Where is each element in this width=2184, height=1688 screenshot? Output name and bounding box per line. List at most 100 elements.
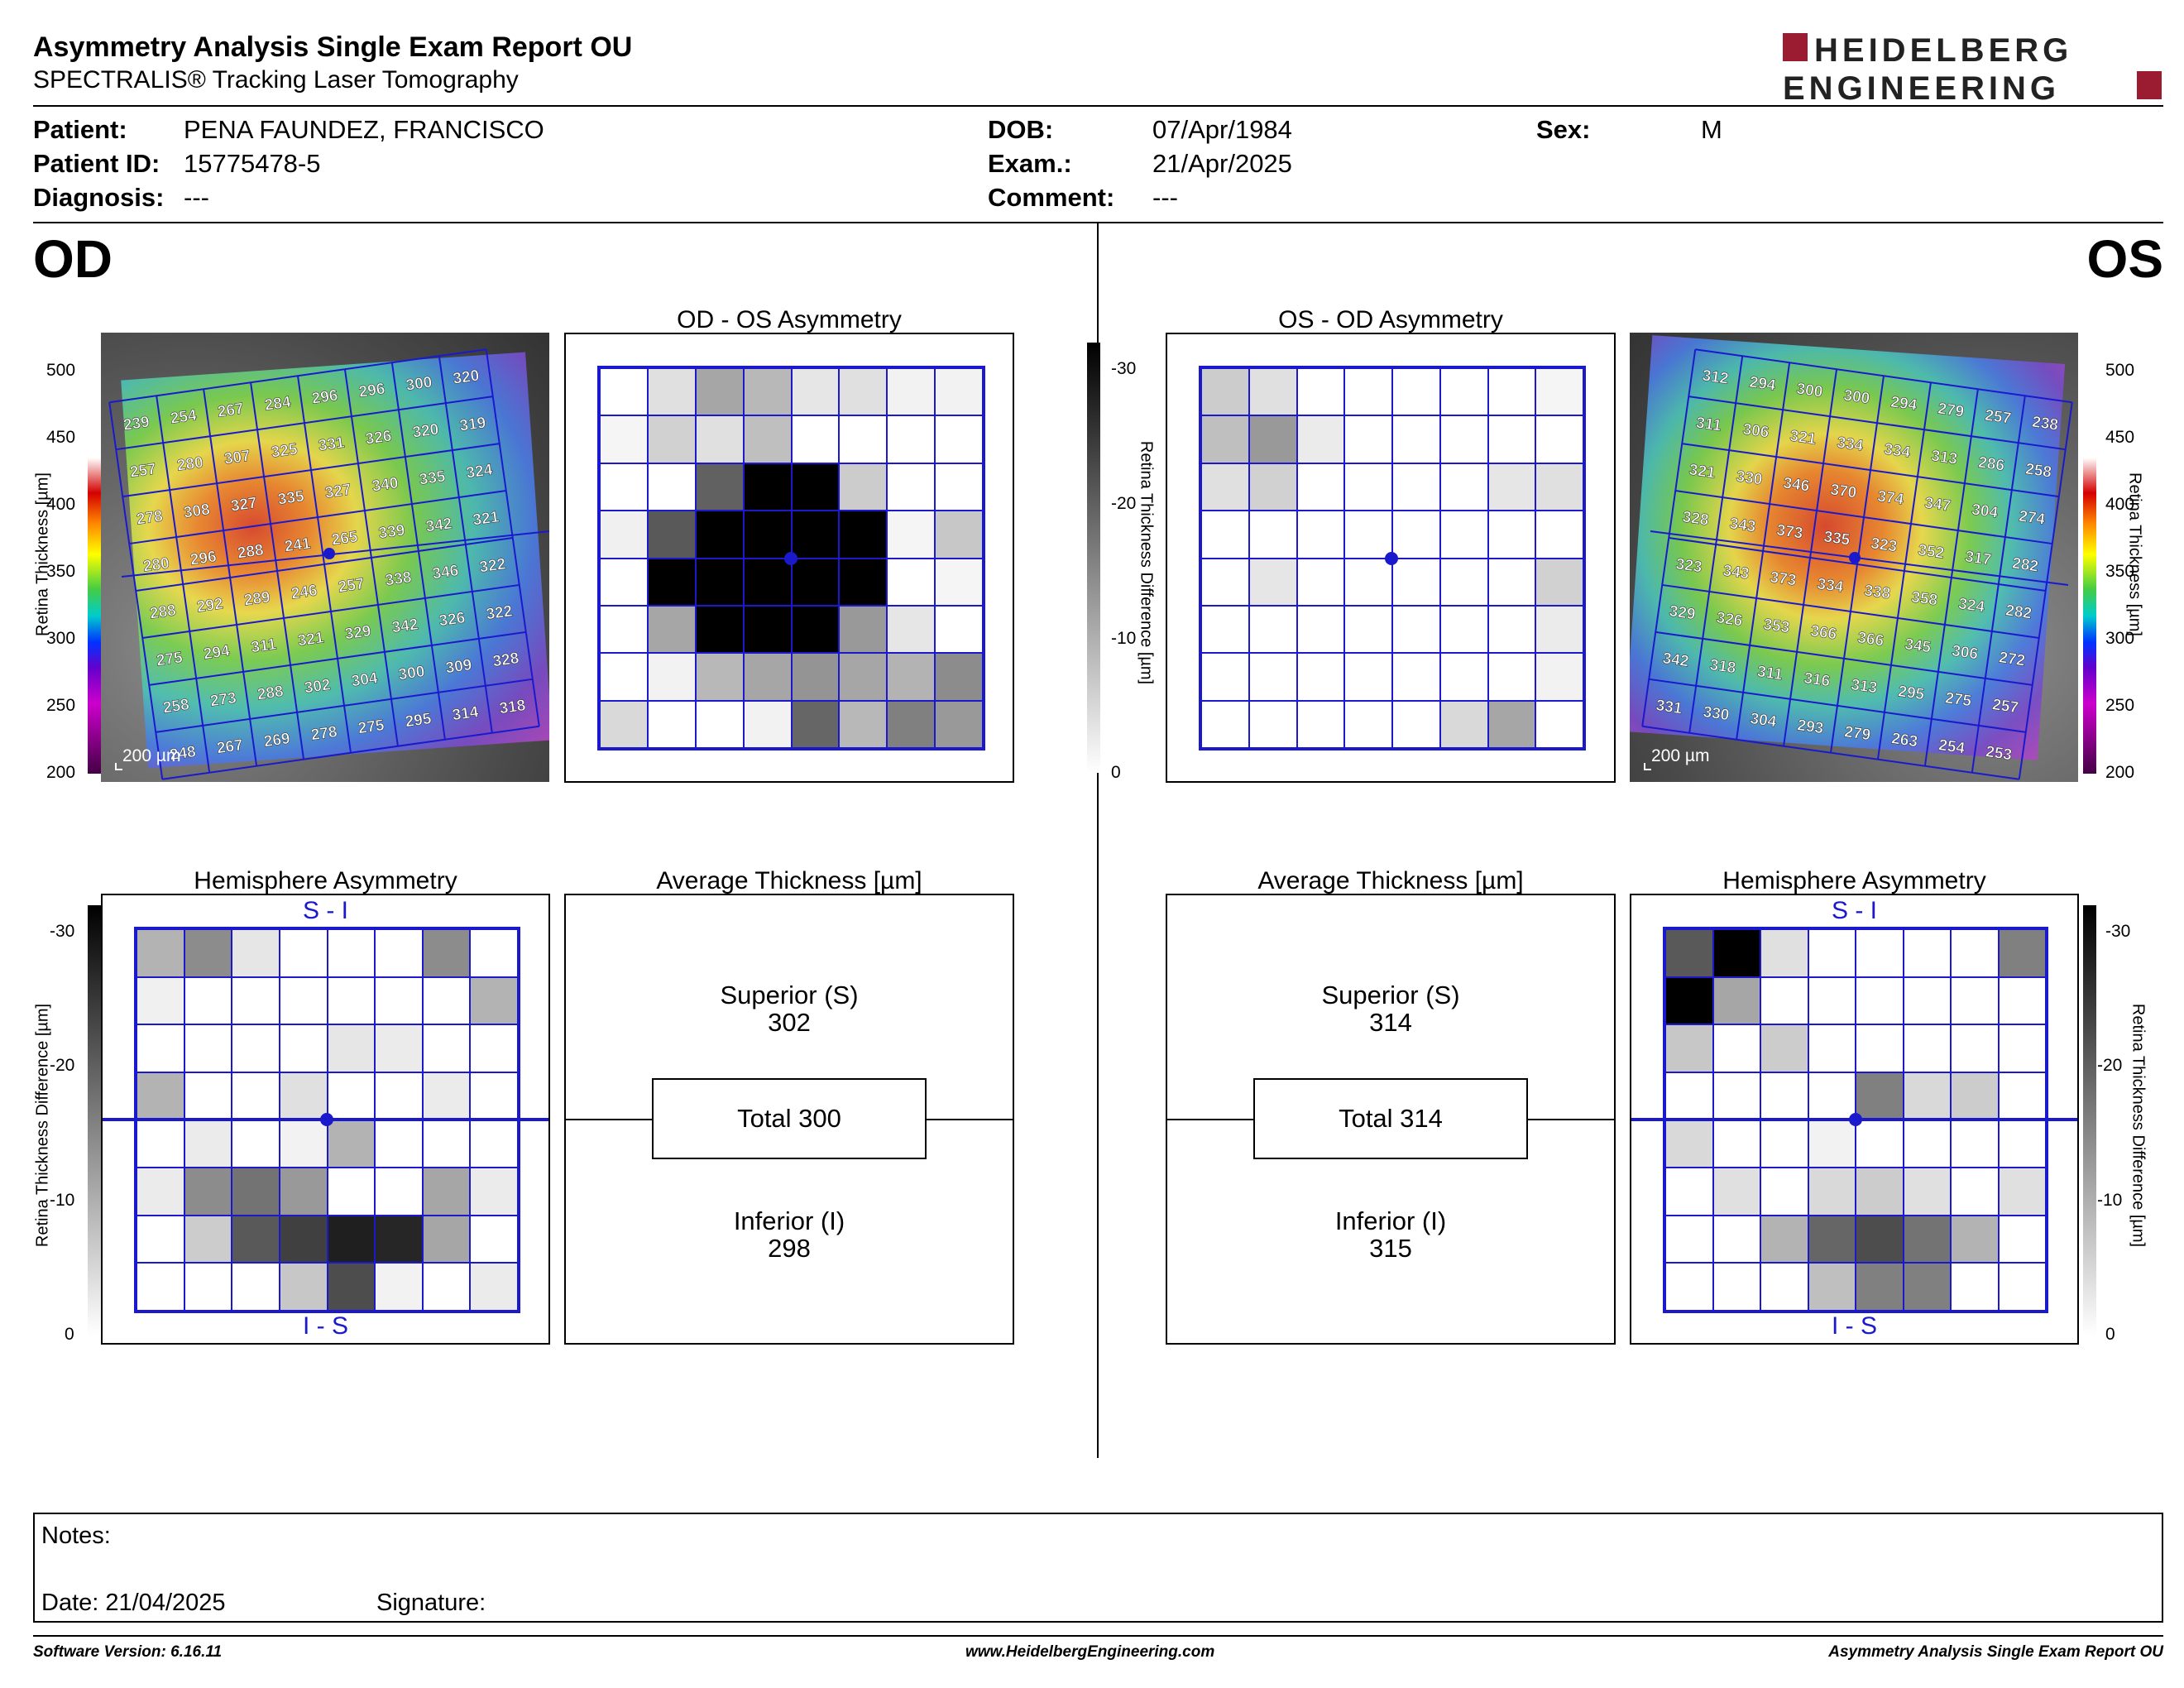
od-map-gridline bbox=[142, 583, 520, 639]
os-hemi-fovea-dot bbox=[1849, 1113, 1862, 1126]
od-hemi-cell bbox=[422, 1215, 471, 1264]
os-map-gridline bbox=[1649, 678, 2026, 733]
od-map-gridline bbox=[390, 362, 446, 740]
os-hemi-cell bbox=[1712, 1024, 1760, 1072]
od-asym-cell bbox=[743, 558, 792, 606]
signature-label: Signature: bbox=[376, 1590, 486, 1616]
os-hemi-cell bbox=[1712, 929, 1760, 977]
os-thickness-value: 342 bbox=[1661, 650, 1689, 670]
od-thickness-value: 278 bbox=[136, 507, 164, 528]
od-hemi-cell bbox=[136, 1072, 184, 1120]
os-thickness-value: 294 bbox=[1889, 394, 1918, 415]
report-title: Asymmetry Analysis Single Exam Report OU bbox=[33, 31, 633, 63]
od-hemi-cell bbox=[136, 1168, 184, 1216]
os-asym-cell bbox=[1296, 415, 1345, 463]
os-asym-cell bbox=[1344, 463, 1392, 511]
od-hemi-cell bbox=[184, 1215, 232, 1264]
website-link[interactable]: www.HeidelbergEngineering.com bbox=[965, 1643, 1215, 1661]
software-version: Software Version: 6.16.11 bbox=[33, 1643, 223, 1661]
os-thickness-value: 328 bbox=[1681, 508, 1709, 529]
od-asym-cell bbox=[887, 511, 936, 559]
od-asym-cell bbox=[887, 368, 936, 416]
os-asym-cell bbox=[1344, 511, 1392, 559]
header-rule bbox=[33, 105, 2163, 107]
os-hemi-cell bbox=[1760, 1215, 1808, 1264]
od-asym-cell bbox=[647, 511, 696, 559]
od-thickness-value: 327 bbox=[230, 494, 258, 515]
od-thickness-tick: 250 bbox=[46, 696, 76, 715]
os-eye-label: OS bbox=[2086, 229, 2163, 289]
os-hemi-cell bbox=[1808, 1168, 1856, 1216]
os-thickness-value: 353 bbox=[1762, 616, 1790, 636]
od-thickness-value: 342 bbox=[390, 616, 419, 636]
os-thickness-value: 330 bbox=[1702, 703, 1730, 724]
os-thickness-value: 263 bbox=[1890, 730, 1918, 750]
od-hemi-cell bbox=[327, 1215, 376, 1264]
os-hemi-cell bbox=[1760, 1120, 1808, 1168]
os-diff-colorbar bbox=[2083, 905, 2096, 1336]
od-map-gridline bbox=[343, 369, 399, 746]
od-asym-cell bbox=[839, 700, 888, 748]
os-hemi-cell bbox=[1856, 1072, 1904, 1120]
od-thickness-value: 335 bbox=[277, 487, 306, 508]
od-hemi-cell bbox=[375, 976, 423, 1025]
os-hemi-cell bbox=[1951, 929, 1999, 977]
os-thickness-value: 317 bbox=[1964, 548, 1992, 568]
od-thickness-value: 326 bbox=[364, 428, 392, 448]
os-hemi-cell bbox=[1808, 1072, 1856, 1120]
od-hemi-grid bbox=[134, 927, 520, 1313]
os-hemi-cell bbox=[1665, 1072, 1713, 1120]
os-hemi-cell bbox=[1998, 1024, 2046, 1072]
os-diff-tick: -20 bbox=[2097, 1056, 2123, 1075]
os-thickness-value: 318 bbox=[1708, 656, 1736, 677]
od-asym-cell bbox=[791, 700, 840, 748]
od-thickness-value: 300 bbox=[397, 663, 425, 683]
od-asym-cell bbox=[600, 511, 648, 559]
od-thickness-value: 324 bbox=[465, 461, 494, 482]
os-hemi-cell bbox=[1903, 929, 1951, 977]
heidelberg-logo: HEIDELBERG ENGINEERING bbox=[1783, 32, 2162, 103]
os-thickness-value: 238 bbox=[2031, 414, 2059, 434]
os-thickness-value: 313 bbox=[1850, 676, 1878, 697]
os-thickness-value: 294 bbox=[1748, 374, 1777, 395]
od-thickness-value: 325 bbox=[271, 440, 299, 461]
os-asym-cell bbox=[1248, 511, 1297, 559]
od-hemi-cell bbox=[184, 976, 232, 1025]
os-hemi-cell bbox=[1951, 1024, 1999, 1072]
od-asym-cell bbox=[695, 558, 744, 606]
os-hemi-cell bbox=[1998, 1120, 2046, 1168]
od-hemi-cell bbox=[422, 1072, 471, 1120]
od-asym-cell bbox=[695, 605, 744, 654]
od-hemi-cell bbox=[470, 976, 518, 1025]
od-hemi-cell bbox=[184, 1120, 232, 1168]
od-asym-cell bbox=[743, 368, 792, 416]
os-thickness-value: 321 bbox=[1789, 428, 1818, 448]
od-asym-cell bbox=[647, 700, 696, 748]
od-hemi-cell bbox=[470, 1120, 518, 1168]
os-asym-cell bbox=[1201, 653, 1249, 701]
od-thickness-value: 292 bbox=[196, 595, 224, 616]
os-hemi-cell bbox=[1712, 976, 1760, 1025]
od-asym-grid bbox=[597, 366, 985, 750]
od-asym-cell bbox=[887, 463, 936, 511]
os-asym-cell bbox=[1296, 653, 1345, 701]
os-thickness-value: 326 bbox=[1715, 609, 1743, 630]
os-asym-cell bbox=[1439, 558, 1488, 606]
od-hemi-cell bbox=[232, 1024, 280, 1072]
os-asym-cell bbox=[1248, 415, 1297, 463]
os-hemi-cell bbox=[1665, 1168, 1713, 1216]
exam-value: 21/Apr/2025 bbox=[1152, 149, 1292, 178]
od-thickness-value: 267 bbox=[216, 736, 244, 757]
os-thickness-value: 323 bbox=[1674, 555, 1703, 576]
os-thickness-value: 330 bbox=[1735, 468, 1763, 488]
os-asym-cell bbox=[1487, 558, 1536, 606]
od-thickness-value: 275 bbox=[357, 717, 386, 737]
od-thickness-value: 322 bbox=[485, 602, 513, 623]
os-thickness-value: 300 bbox=[1842, 387, 1870, 408]
od-thickness-value: 294 bbox=[203, 642, 232, 663]
os-asym-cell bbox=[1201, 463, 1249, 511]
od-diff-tick: -30 bbox=[50, 922, 75, 941]
comment-value: --- bbox=[1152, 183, 1178, 212]
os-hemi-cell bbox=[1665, 1024, 1713, 1072]
od-asym-cell bbox=[647, 368, 696, 416]
